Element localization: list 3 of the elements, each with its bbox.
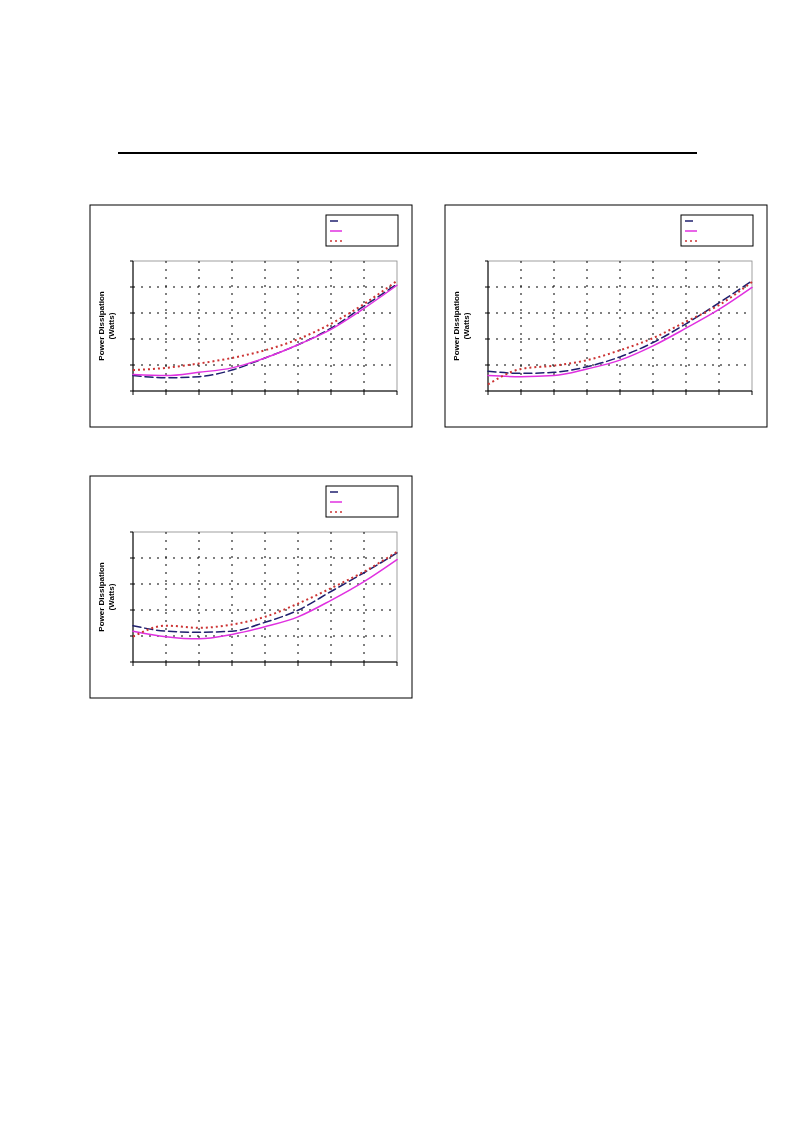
y-axis-title: Power Dissipation (Watts) [97, 562, 116, 632]
y-axis-title: Power Dissipation (Watts) [452, 291, 471, 361]
y-axis-title: Power Dissipation (Watts) [97, 291, 116, 361]
